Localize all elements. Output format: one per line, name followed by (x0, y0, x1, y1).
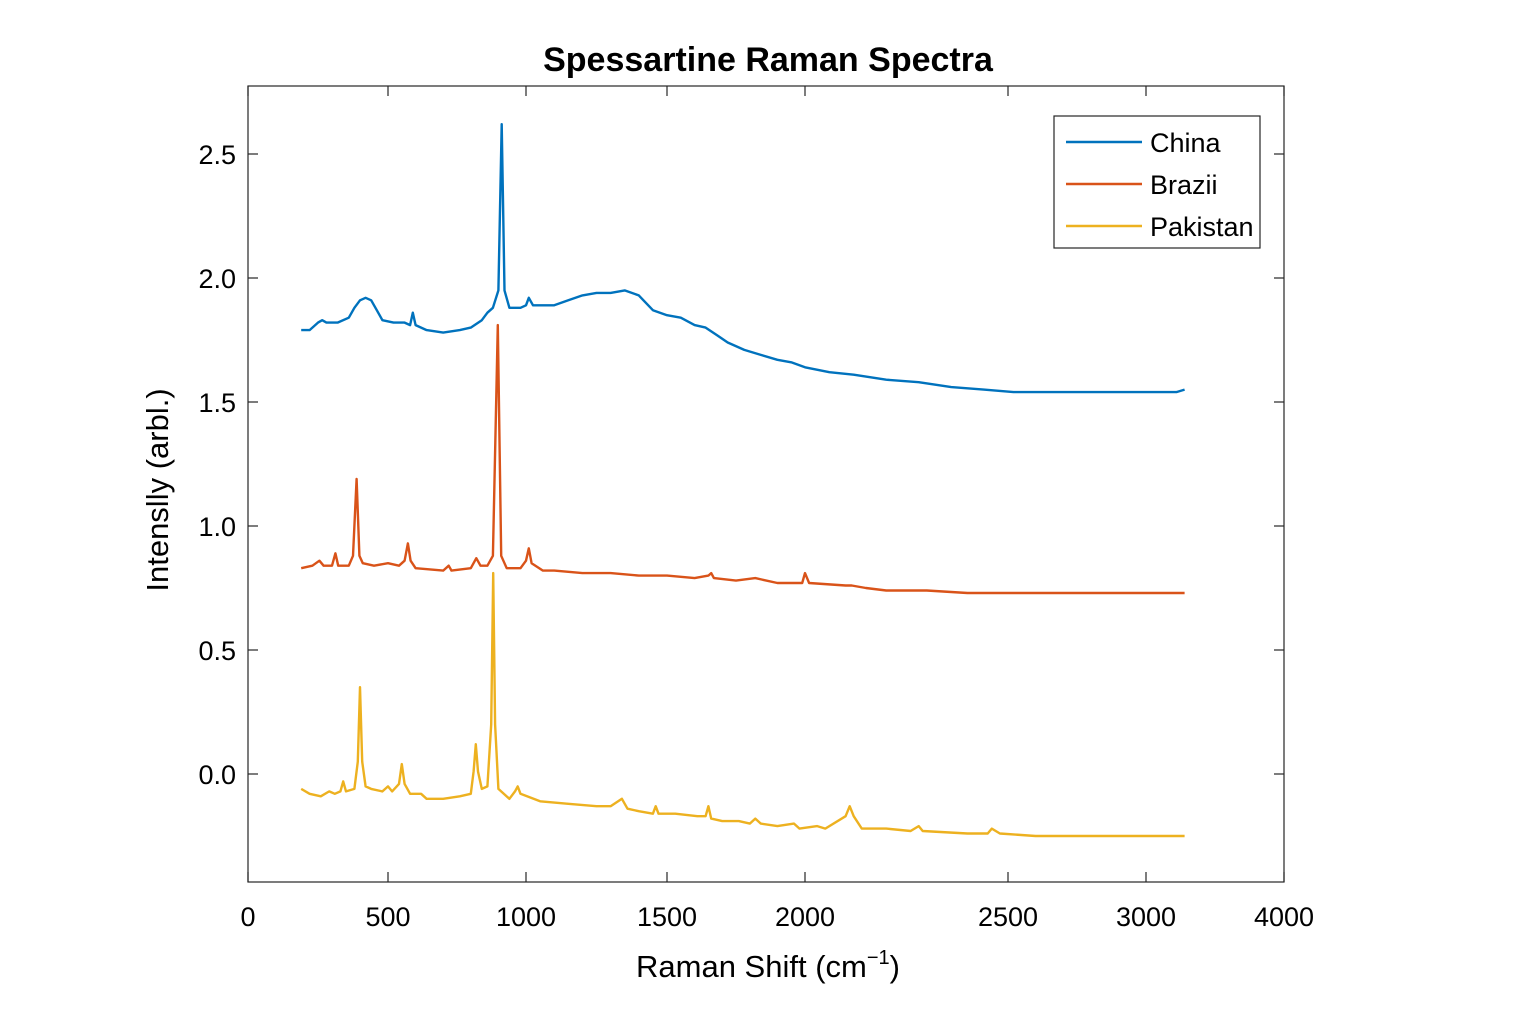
legend: China Brazii Pakistan (1053, 115, 1261, 249)
y-tick-label: 0.5 (198, 636, 236, 666)
series-line-china (301, 122, 1185, 394)
legend-label-pakistan: Pakistan (1150, 212, 1254, 242)
series-line-pakistan (300, 571, 1185, 838)
x-tick-label: 2000 (775, 902, 835, 932)
x-tick-label: 0 (240, 902, 255, 932)
legend-label-brazii: Brazii (1150, 170, 1218, 200)
x-axis-ticks: 0 500 1000 1500 2000 2500 3000 4000 (240, 86, 1314, 932)
x-tick-label: 1500 (637, 902, 697, 932)
y-tick-label: 1.5 (198, 388, 236, 418)
y-tick-label: 1.0 (198, 512, 236, 542)
x-tick-label: 500 (365, 902, 410, 932)
x-tick-label: 1000 (496, 902, 556, 932)
series-lines (300, 122, 1185, 838)
y-axis-label: Intenslly (arbl.) (140, 388, 175, 591)
series-line-brazii (300, 323, 1185, 595)
x-tick-label: 3000 (1116, 902, 1176, 932)
y-tick-label: 0.0 (198, 760, 236, 790)
y-axis-ticks: 0.0 0.5 1.0 1.5 2.0 2.5 (198, 140, 1284, 790)
y-tick-label: 2.5 (198, 140, 236, 170)
chart-title: Spessartine Raman Spectra (543, 41, 994, 79)
x-axis-label: Raman Shift (cm−1) (636, 947, 900, 984)
legend-label-china: China (1150, 128, 1222, 158)
y-tick-label: 2.0 (198, 264, 236, 294)
x-tick-label: 4000 (1254, 902, 1314, 932)
x-tick-label: 2500 (978, 902, 1038, 932)
